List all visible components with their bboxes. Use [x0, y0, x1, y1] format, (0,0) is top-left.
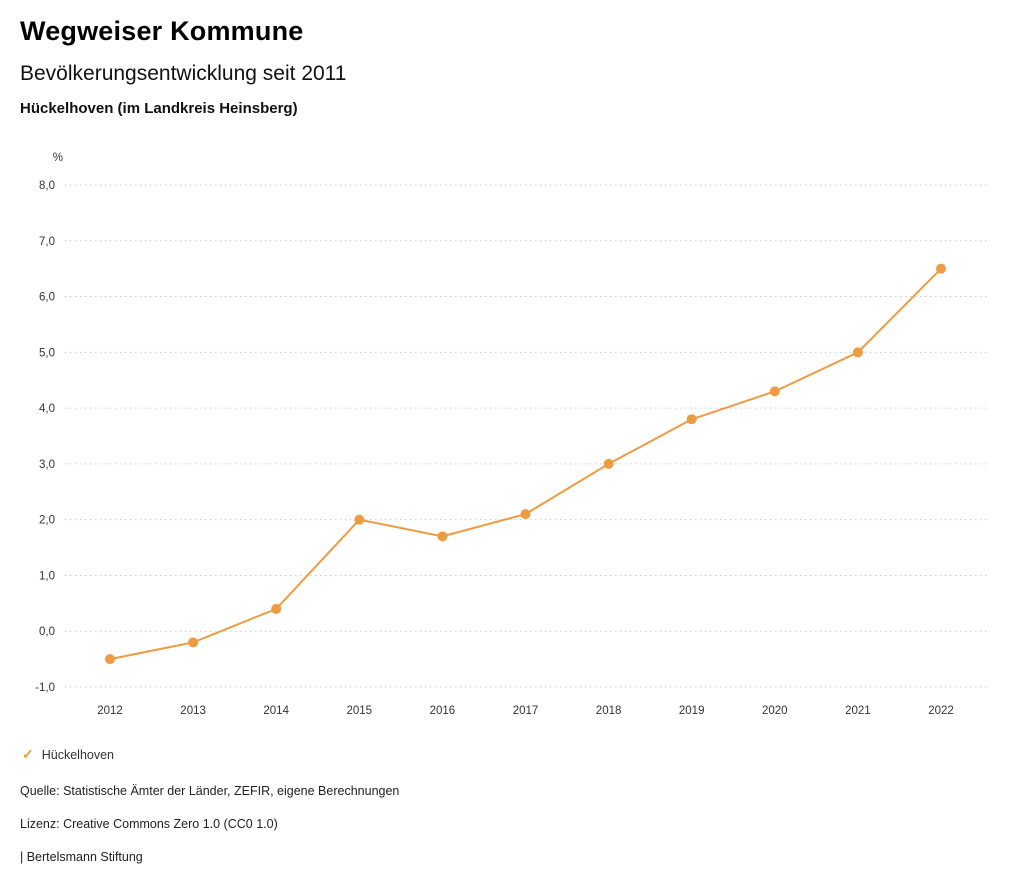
- data-point-2013[interactable]: [188, 637, 199, 648]
- chart-subtitle: Bevölkerungsentwicklung seit 2011: [20, 62, 347, 85]
- y-axis-unit-label: %: [53, 152, 63, 164]
- x-axis-tick-label-2015: 2015: [347, 705, 373, 717]
- legend-label: Hückelhoven: [41, 747, 114, 762]
- header: Wegweiser Kommune Bevölkerungsentwicklun…: [0, 0, 1024, 117]
- x-axis-tick-label-2013: 2013: [180, 705, 206, 717]
- data-point-2016[interactable]: [437, 531, 448, 542]
- y-axis-tick-label: 4,0: [39, 403, 55, 415]
- license-text: Lizenz: Creative Commons Zero 1.0 (CC0 1…: [20, 817, 278, 831]
- data-point-2019[interactable]: [686, 414, 697, 425]
- data-point-2022[interactable]: [936, 263, 946, 274]
- data-point-2020[interactable]: [769, 386, 780, 397]
- line-chart-svg: % -1,0 0,0 1,0 2,0 3,0 4,0 5,0 6,0 7,0 8,0 2012 2013…: [35, 152, 990, 717]
- y-axis-tick-label: 5,0: [39, 347, 55, 359]
- source-text: Quelle: Statistische Ämter der Länder, Z…: [20, 784, 400, 798]
- y-axis-tick-label: 2,0: [39, 515, 55, 527]
- legend-item-hueckelhoven[interactable]: ✓ Hückelhoven: [22, 746, 114, 763]
- y-axis-tick-label: 0,0: [39, 626, 55, 638]
- data-point-2021[interactable]: [852, 347, 863, 358]
- y-axis-tick-label: 3,0: [39, 459, 55, 471]
- x-axis-tick-label-2021: 2021: [845, 705, 871, 717]
- footer: Quelle: Statistische Ämter der Länder, Z…: [20, 784, 920, 883]
- x-axis-tick-label-2012: 2012: [97, 705, 123, 717]
- data-point-2017[interactable]: [520, 509, 531, 520]
- brand-text: | Bertelsmann Stiftung: [20, 850, 143, 864]
- x-axis-tick-label-2020: 2020: [762, 705, 788, 717]
- y-axis-tick-label: 7,0: [39, 236, 55, 248]
- data-point-2015[interactable]: [354, 514, 365, 525]
- x-axis-tick-label-2018: 2018: [596, 705, 622, 717]
- data-point-2012[interactable]: [105, 654, 115, 665]
- x-axis-tick-label-2022: 2022: [928, 705, 954, 717]
- x-axis-tick-label-2019: 2019: [679, 705, 705, 717]
- y-axis-tick-label: 1,0: [39, 570, 55, 582]
- line-chart: % -1,0 0,0 1,0 2,0 3,0 4,0 5,0 6,0 7,0 8,0 2012 2013…: [0, 145, 1024, 730]
- x-axis-tick-label-2016: 2016: [430, 705, 456, 717]
- x-axis-tick-label-2017: 2017: [513, 705, 539, 717]
- chart-location: Hückelhoven (im Landkreis Heinsberg): [20, 100, 298, 117]
- data-point-2018[interactable]: [603, 458, 614, 469]
- legend-check-icon: ✓: [22, 746, 34, 762]
- data-point-2014[interactable]: [271, 603, 282, 614]
- y-axis-tick-label: 6,0: [39, 292, 55, 304]
- page-title: Wegweiser Kommune: [20, 16, 304, 46]
- y-axis-tick-label: 8,0: [39, 180, 55, 192]
- y-axis-tick-label: -1,0: [35, 682, 55, 694]
- x-axis-tick-label-2014: 2014: [263, 705, 289, 717]
